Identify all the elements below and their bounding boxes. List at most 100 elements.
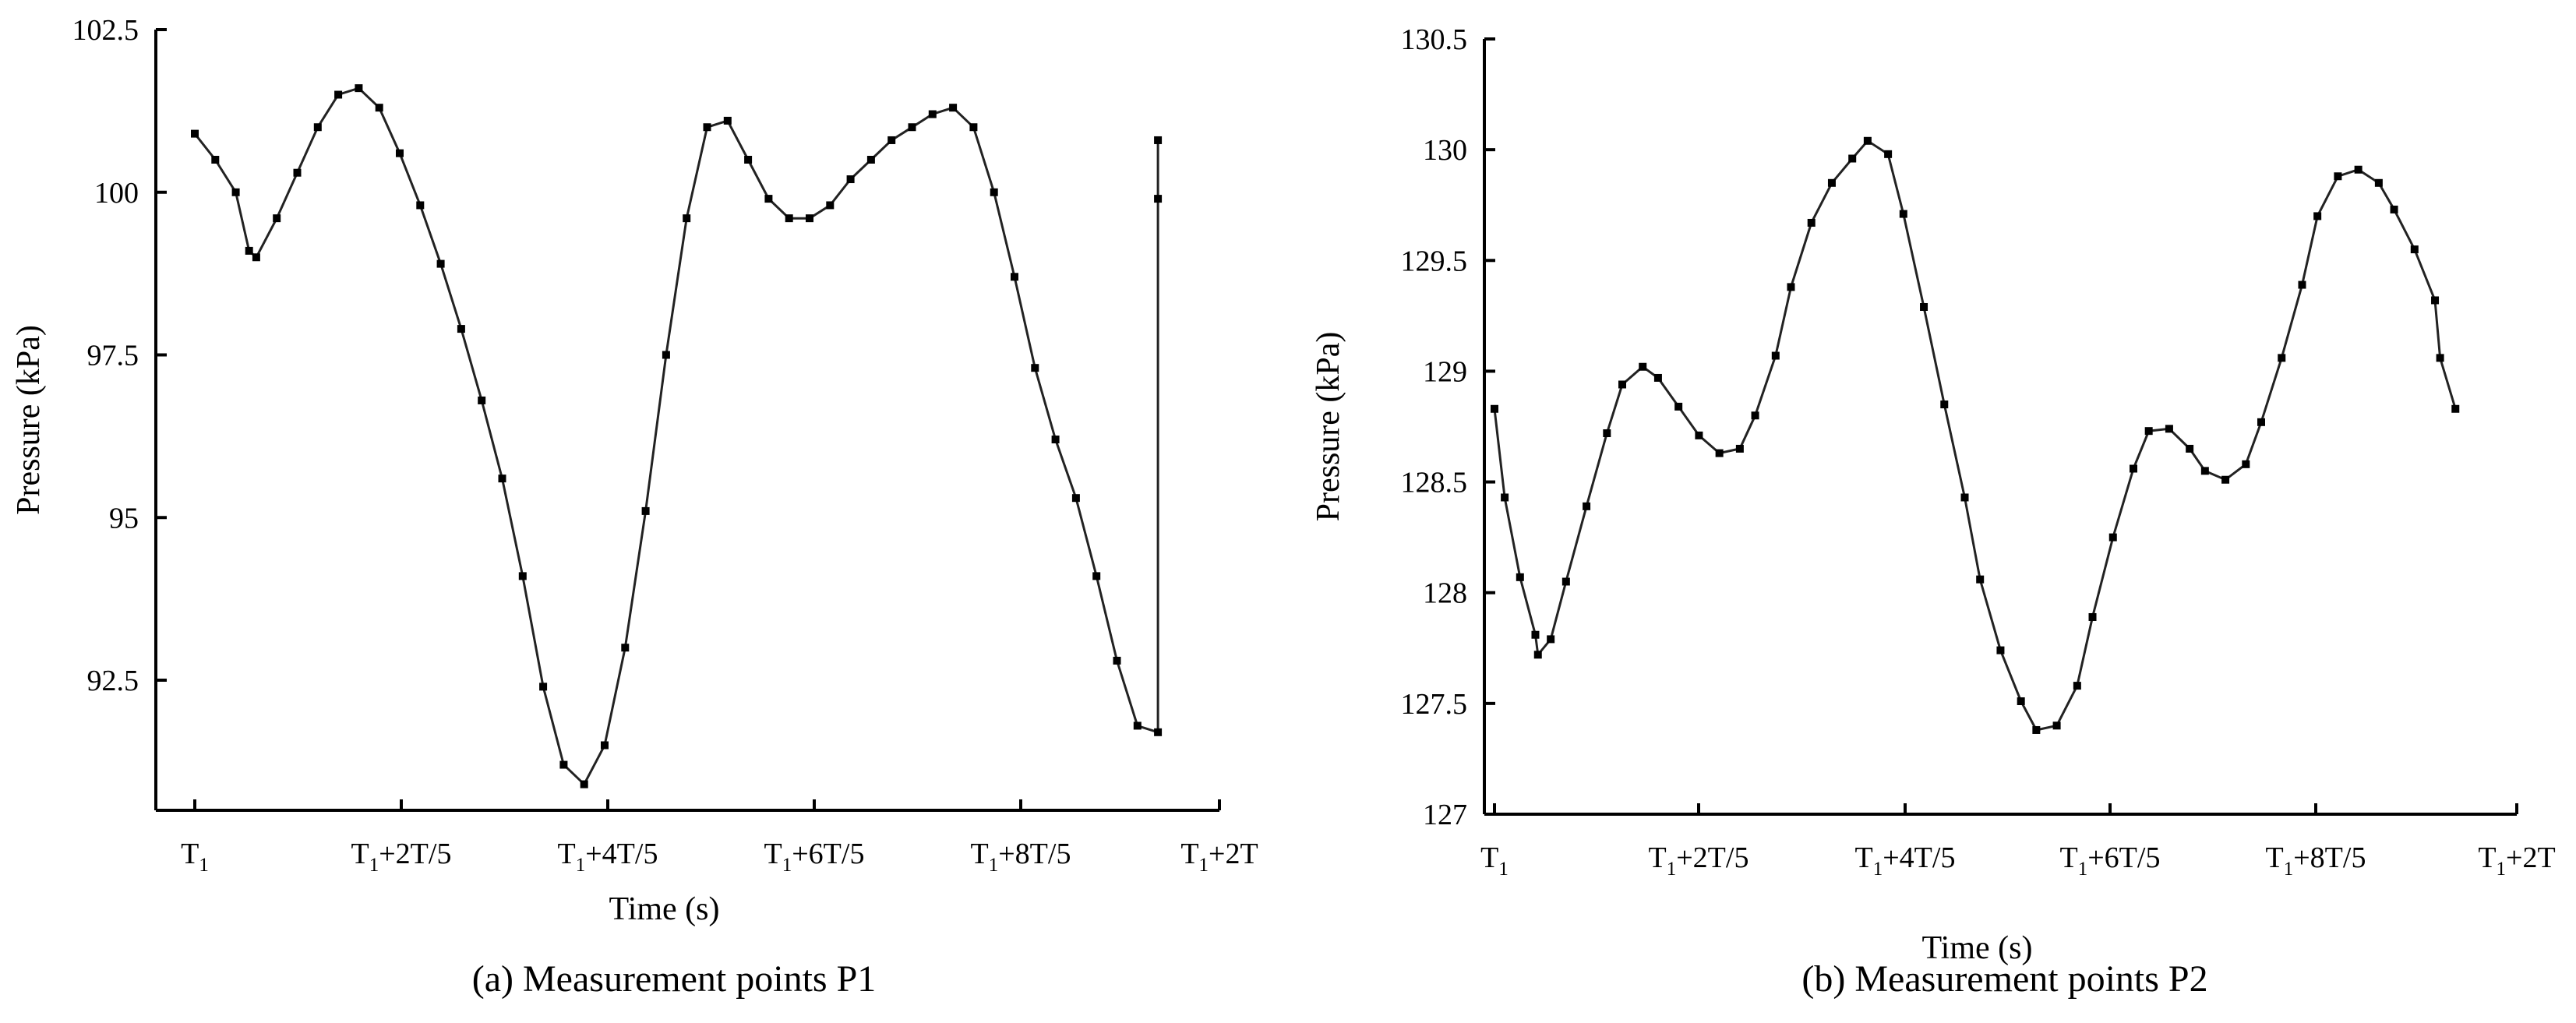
data-point xyxy=(785,214,793,223)
data-point xyxy=(2144,427,2153,436)
data-point xyxy=(744,156,753,164)
x-tick-label: T1+2T/5 xyxy=(1649,841,1749,880)
series-line xyxy=(193,86,1159,787)
data-point xyxy=(518,572,527,580)
data-point xyxy=(211,156,220,164)
data-point xyxy=(2298,280,2306,289)
x-tick-label: T1+2T xyxy=(1180,838,1258,876)
y-tick-label: 102.5 xyxy=(72,14,139,47)
data-point xyxy=(1674,402,1683,411)
data-point xyxy=(928,110,937,118)
data-point xyxy=(1491,404,1498,413)
data-point xyxy=(621,644,630,652)
data-point xyxy=(539,683,548,691)
data-point xyxy=(2200,467,2209,475)
data-point xyxy=(2334,172,2342,181)
data-point xyxy=(2431,296,2440,305)
data-point xyxy=(559,760,568,769)
data-point xyxy=(2186,444,2194,453)
y-tick-label: 92.5 xyxy=(87,665,139,697)
data-point xyxy=(416,201,425,210)
data-point xyxy=(1715,449,1724,457)
data-point xyxy=(191,129,199,138)
y-tick-label: 130.5 xyxy=(1401,23,1468,56)
data-point xyxy=(846,175,855,184)
data-point xyxy=(1735,444,1744,453)
data-point xyxy=(1531,630,1540,639)
data-point xyxy=(641,506,650,515)
data-point xyxy=(1996,646,2005,654)
data-point xyxy=(2165,425,2173,433)
y-tick-label: 100 xyxy=(94,177,139,210)
data-point xyxy=(908,123,916,132)
data-point xyxy=(375,104,383,112)
series-line xyxy=(1493,139,2457,732)
data-point xyxy=(1618,380,1626,389)
y-tick-label: 127 xyxy=(1423,799,1467,831)
data-point xyxy=(1787,283,1795,291)
x-tick-label: T1+6T/5 xyxy=(2060,841,2161,880)
data-point xyxy=(1863,136,1872,145)
data-point xyxy=(2088,612,2097,621)
data-point xyxy=(601,741,609,750)
data-point xyxy=(1516,573,1524,581)
data-point xyxy=(887,136,896,144)
data-point xyxy=(1884,150,1893,158)
x-axis-title: Time (s) xyxy=(609,891,720,927)
data-point xyxy=(2257,418,2265,426)
data-point xyxy=(1154,195,1163,203)
data-point xyxy=(2032,725,2041,734)
data-point xyxy=(1113,656,1121,665)
data-point xyxy=(1807,218,1816,227)
data-point xyxy=(1695,431,1703,439)
data-point xyxy=(396,149,404,157)
x-tick-label: T1+2T/5 xyxy=(351,838,452,876)
y-tick-label: 128.5 xyxy=(1401,467,1468,499)
data-point xyxy=(949,104,958,112)
data-point xyxy=(273,214,281,223)
data-point xyxy=(1976,575,1985,584)
data-point xyxy=(806,214,813,223)
data-point xyxy=(1071,494,1080,503)
data-point xyxy=(2410,245,2419,254)
data-point xyxy=(2052,721,2061,730)
data-point xyxy=(723,116,732,125)
data-point xyxy=(703,123,711,132)
data-point xyxy=(683,214,691,223)
data-point xyxy=(334,90,343,99)
data-point xyxy=(1031,364,1039,372)
data-point xyxy=(478,396,486,404)
y-tick-label: 127.5 xyxy=(1401,688,1468,721)
data-point xyxy=(2374,178,2383,187)
y-tick-label: 97.5 xyxy=(87,340,139,372)
y-axis-title: Pressure (kPa) xyxy=(11,325,47,515)
data-point xyxy=(2221,475,2230,484)
chart-panel-a: 92.5 95 97.5 100 102.5 T1 T1+2T/5 T1+4T/5 T1+6T/… xyxy=(11,14,1258,1000)
data-point xyxy=(1940,400,1949,409)
data-point xyxy=(1771,351,1780,360)
data-point xyxy=(1133,721,1142,730)
data-point xyxy=(1960,493,1969,502)
data-point xyxy=(1051,436,1060,444)
data-point xyxy=(2451,404,2460,413)
data-point xyxy=(2313,212,2322,220)
data-point xyxy=(1827,178,1836,187)
data-point xyxy=(498,474,506,483)
data-point xyxy=(1154,728,1163,736)
y-tick-label: 129 xyxy=(1423,355,1467,388)
data-point xyxy=(2108,533,2117,541)
data-point xyxy=(866,156,875,164)
data-point xyxy=(1154,136,1163,144)
data-point xyxy=(2242,460,2250,468)
data-point xyxy=(1603,429,1611,438)
data-point xyxy=(2017,697,2025,706)
data-point xyxy=(2436,354,2444,362)
data-point xyxy=(1561,577,1570,586)
data-point xyxy=(1848,154,1857,163)
data-point xyxy=(969,123,978,132)
data-point xyxy=(2390,205,2398,213)
data-point xyxy=(2130,464,2137,473)
data-point xyxy=(1583,502,1591,510)
data-point xyxy=(313,123,322,132)
data-point xyxy=(457,325,465,333)
